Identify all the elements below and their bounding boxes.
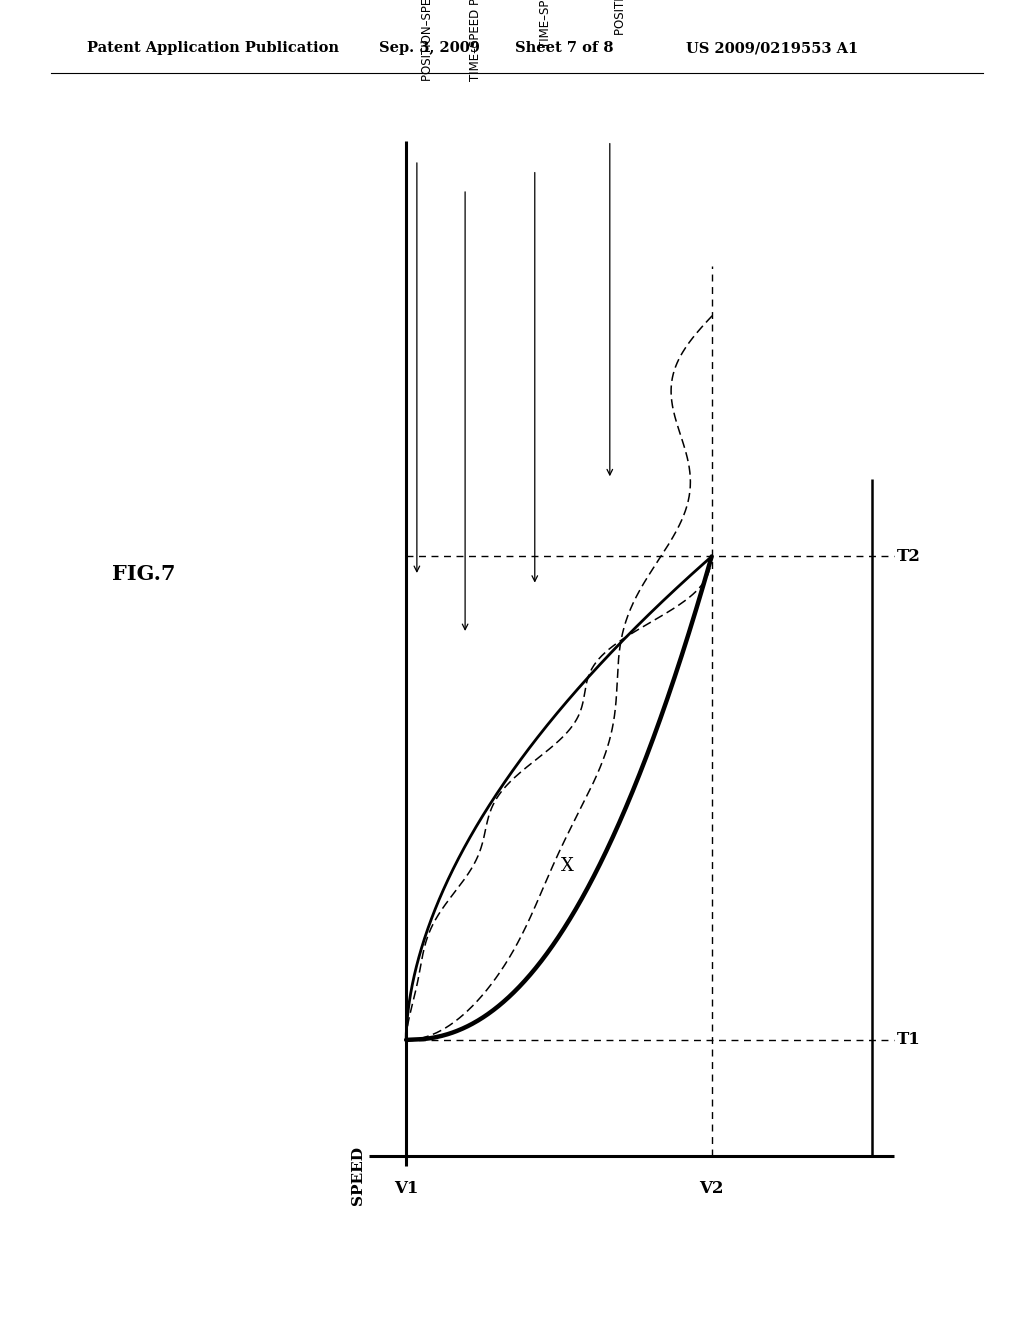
Text: TIME–SPEED PROFILE: TIME–SPEED PROFILE bbox=[469, 0, 482, 82]
Text: X: X bbox=[560, 857, 573, 875]
Text: V1: V1 bbox=[394, 1180, 419, 1197]
Text: POSITION–SPEED PROFILE CONTROL RESULT: POSITION–SPEED PROFILE CONTROL RESULT bbox=[614, 0, 627, 36]
Text: POSITION–SPEED PROFILE: POSITION–SPEED PROFILE bbox=[421, 0, 434, 82]
Text: V2: V2 bbox=[699, 1180, 724, 1197]
Text: US 2009/0219553 A1: US 2009/0219553 A1 bbox=[686, 41, 858, 55]
Text: T1: T1 bbox=[897, 1031, 921, 1048]
Text: T2: T2 bbox=[897, 548, 921, 565]
Text: Patent Application Publication: Patent Application Publication bbox=[87, 41, 339, 55]
Text: Sep. 3, 2009: Sep. 3, 2009 bbox=[379, 41, 480, 55]
Text: FIG.7: FIG.7 bbox=[112, 564, 175, 585]
Text: SPEED: SPEED bbox=[351, 1146, 365, 1205]
Text: Sheet 7 of 8: Sheet 7 of 8 bbox=[515, 41, 613, 55]
Text: TIME–SPEED PROFILE CONTROL RESULT: TIME–SPEED PROFILE CONTROL RESULT bbox=[539, 0, 552, 49]
